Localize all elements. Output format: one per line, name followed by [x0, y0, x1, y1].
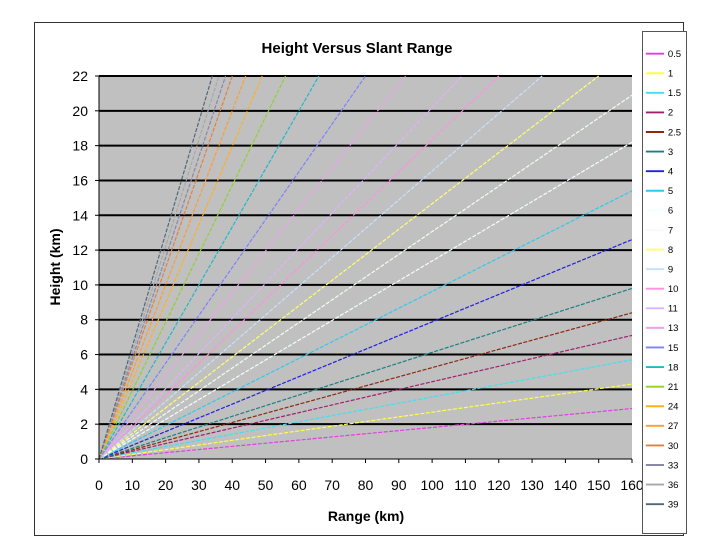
legend-label-21: 21 [668, 382, 679, 393]
y-tick-label: 14 [72, 207, 88, 223]
legend-label-6: 6 [668, 206, 673, 217]
series-line-2.5 [98, 312, 633, 460]
x-tick-label: 20 [158, 477, 174, 493]
series-line-0.5 [98, 407, 633, 460]
legend-label-11: 11 [668, 304, 678, 315]
x-tick-label: 140 [554, 477, 578, 493]
legend-label-24: 24 [668, 402, 679, 413]
y-axis-title: Height (km) [47, 229, 63, 306]
y-tick-label: 20 [72, 103, 88, 119]
series-line-13 [98, 75, 406, 460]
series-line-10 [98, 75, 500, 460]
x-tick-label: 90 [391, 477, 407, 493]
series-line-21 [98, 75, 287, 460]
series-line-9 [98, 75, 543, 460]
x-tick-label: 160 [620, 477, 644, 493]
legend-label-9: 9 [668, 264, 673, 275]
y-tick-label: 8 [80, 312, 88, 328]
legend-label-33: 33 [668, 460, 679, 471]
series-line-18 [98, 75, 320, 460]
legend-label-0.5: 0.5 [668, 49, 681, 60]
legend-label-1: 1 [668, 69, 673, 80]
x-axis-title: Range (km) [328, 508, 404, 524]
y-tick-label: 6 [80, 347, 88, 363]
series-line-8 [98, 75, 600, 460]
series-line-30 [98, 75, 233, 460]
legend-label-15: 15 [668, 343, 679, 354]
y-tick-label: 10 [72, 277, 88, 293]
y-tick-label: 0 [80, 451, 88, 467]
legend-label-27: 27 [668, 421, 679, 432]
legend-label-1.5: 1.5 [668, 88, 681, 99]
series-line-15 [98, 75, 366, 460]
legend-label-18: 18 [668, 362, 679, 373]
legend-label-30: 30 [668, 441, 679, 452]
series-line-6 [98, 141, 633, 460]
x-tick-label: 50 [258, 477, 274, 493]
legend-label-4: 4 [668, 167, 674, 178]
legend-label-5: 5 [668, 186, 673, 197]
x-tick-label: 130 [520, 477, 544, 493]
x-tick-label: 110 [454, 477, 477, 493]
legend-label-2.5: 2.5 [668, 127, 681, 138]
series-line-7 [98, 94, 633, 460]
y-tick-label: 2 [80, 416, 88, 432]
legend-label-7: 7 [668, 225, 673, 236]
x-tick-label: 120 [487, 477, 511, 493]
x-tick-label: 0 [95, 477, 103, 493]
series-line-1 [98, 383, 633, 460]
legend-label-39: 39 [668, 500, 679, 511]
series-line-2 [98, 334, 633, 460]
y-tick-label: 18 [72, 138, 88, 154]
chart-legend: 0.5 1 1.5 2 2.5 3 4 5 6 7 8 9 10 11 13 15 18 21 24 27 30 33 36… [642, 31, 687, 534]
x-tick-label: 70 [324, 477, 340, 493]
x-tick-label: 100 [420, 477, 444, 493]
legend-label-13: 13 [668, 323, 679, 334]
series-line-39 [98, 75, 213, 460]
legend-label-3: 3 [668, 147, 673, 158]
series-line-4 [98, 239, 633, 460]
series-line-27 [98, 75, 247, 460]
plot-area: 0 2 4 6 8 10 12 14 16 18 20 22 0 10 20 30 40 50 60 70 80 90 10… [72, 68, 643, 493]
y-tick-label: 12 [72, 242, 88, 258]
legend-label-2: 2 [668, 108, 673, 119]
series-line-1.5 [98, 359, 633, 460]
chart-title: Height Versus Slant Range [262, 40, 453, 57]
y-tick-label: 16 [72, 172, 88, 188]
x-tick-label: 10 [125, 477, 141, 493]
legend-label-36: 36 [668, 480, 679, 491]
series-line-5 [98, 190, 633, 460]
series-line-33 [98, 75, 227, 460]
series-line-36 [98, 75, 220, 460]
y-tick-label: 22 [72, 68, 88, 84]
y-tick-label: 4 [80, 381, 88, 397]
series-line-24 [98, 75, 263, 460]
x-tick-label: 150 [587, 477, 611, 493]
x-tick-label: 30 [191, 477, 207, 493]
x-tick-label: 60 [291, 477, 307, 493]
x-tick-label: 80 [358, 477, 374, 493]
x-tick-label: 40 [224, 477, 240, 493]
plot-background [99, 76, 632, 459]
legend-label-8: 8 [668, 245, 673, 256]
legend-label-10: 10 [668, 284, 679, 295]
